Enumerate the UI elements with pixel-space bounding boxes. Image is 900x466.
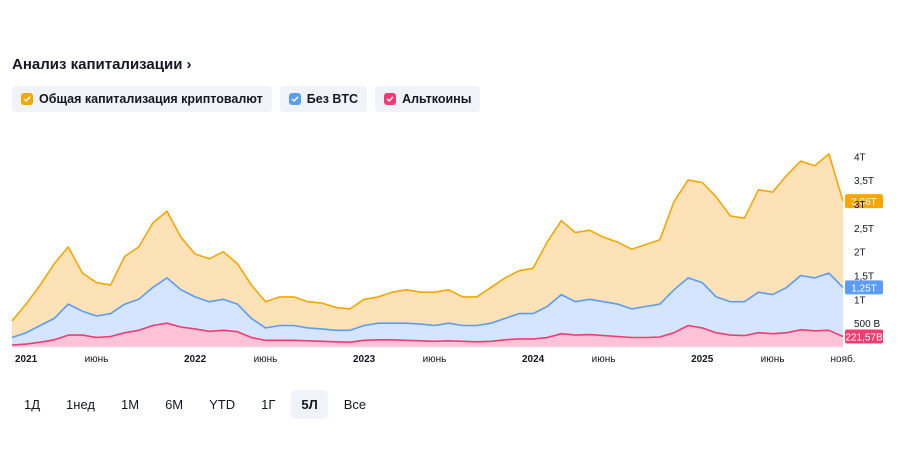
- page-title[interactable]: Анализ капитализации ›: [12, 56, 191, 73]
- x-tick-label: июнь: [761, 354, 785, 365]
- check-icon: [288, 93, 301, 105]
- range-button-1y[interactable]: 1Г: [261, 397, 276, 412]
- series-area-total-cap: [12, 153, 843, 347]
- y-tick-label: 3T: [854, 200, 866, 211]
- x-tick-label: июнь: [254, 354, 278, 365]
- range-button-1d[interactable]: 1Д: [24, 397, 41, 412]
- series-area-altcoins: [12, 323, 843, 347]
- range-selector: 1Д 1нед 1М 6М YTD 1Г 5Л Все: [14, 390, 376, 419]
- x-tick-label: июнь: [592, 354, 616, 365]
- series-line-total-cap: [11, 153, 844, 322]
- y-tick-label: 1T: [854, 295, 866, 306]
- series-line-altcoins: [11, 322, 844, 346]
- last-value-label: 3,06T: [851, 197, 877, 208]
- y-tick-label: 2,5T: [854, 224, 874, 235]
- range-button-6m[interactable]: 6М: [165, 397, 184, 412]
- range-button-1w[interactable]: 1нед: [66, 397, 95, 412]
- x-tick-label: 2024: [522, 354, 545, 365]
- x-tick-label: июнь: [423, 354, 447, 365]
- y-tick-label: 4T: [854, 152, 866, 163]
- check-icon: [21, 93, 33, 105]
- range-button-ytd[interactable]: YTD: [209, 397, 236, 412]
- legend-item-label: Без BTC: [306, 92, 359, 106]
- x-tick-label: июнь: [85, 354, 109, 365]
- y-tick-label: 3,5T: [854, 176, 874, 187]
- x-tick-label: 2023: [353, 354, 376, 365]
- range-button-all[interactable]: Все: [343, 397, 367, 412]
- last-value-label: 221,57B: [845, 333, 883, 344]
- series-area-ex-btc: [12, 273, 843, 347]
- chevron-right-icon: ›: [186, 56, 192, 73]
- market-cap-chart[interactable]: 3,06T 1,25T 221,57B 500 B 1T 1,5T 2T 2,5T 3T 3,5T…: [0, 125, 900, 370]
- y-tick-label: 1,5T: [854, 272, 874, 283]
- legend-item-label: Общая капитализация криптовалют: [39, 92, 263, 106]
- x-tick-label: 2025: [691, 354, 714, 365]
- legend-item-ex-btc[interactable]: Без BTC: [279, 86, 368, 112]
- legend-item-label: Альткоины: [402, 92, 472, 106]
- last-value-badge: [845, 329, 883, 344]
- range-button-5y[interactable]: 5Л: [291, 390, 328, 419]
- legend-item-total-cap[interactable]: Общая капитализация криптовалют: [12, 86, 272, 112]
- x-tick-label: 2022: [184, 354, 207, 365]
- legend-item-altcoins[interactable]: Альткоины: [375, 86, 481, 112]
- last-value-badge: [845, 194, 883, 209]
- y-tick-label: 2T: [854, 248, 866, 259]
- legend: Общая капитализация криптовалют Без BTC …: [12, 86, 481, 112]
- page-title-text: Анализ капитализации: [12, 56, 183, 73]
- last-value-badge: [845, 280, 883, 295]
- series-line-ex-btc: [11, 272, 844, 339]
- x-tick-label: нояб.: [830, 353, 855, 365]
- check-icon: [384, 93, 397, 105]
- y-tick-label: 500 B: [854, 319, 880, 330]
- range-button-1m[interactable]: 1М: [121, 397, 140, 412]
- x-tick-label: 2021: [15, 354, 38, 365]
- last-value-label: 1,25T: [851, 283, 877, 294]
